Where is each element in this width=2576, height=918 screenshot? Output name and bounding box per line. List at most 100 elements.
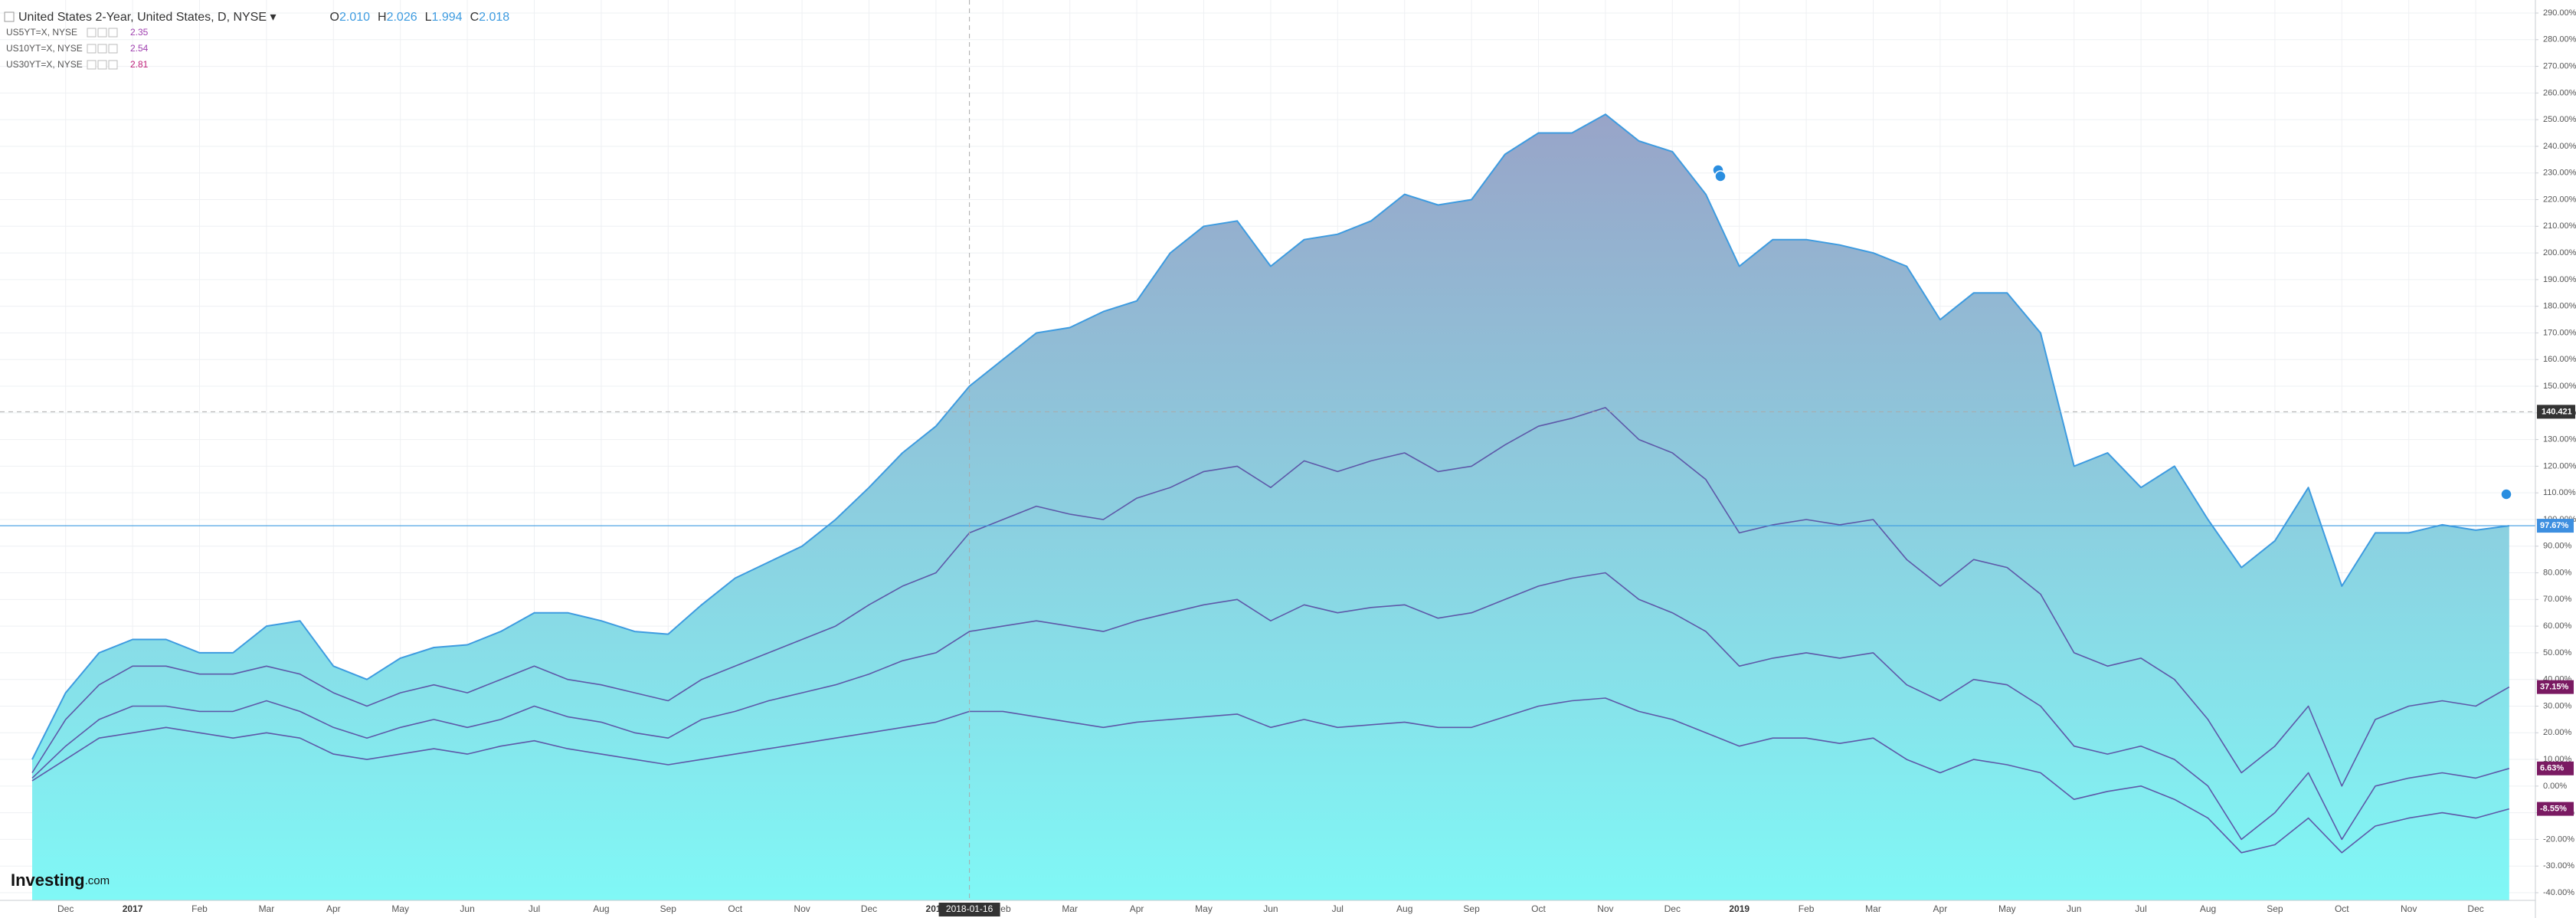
x-tick-label: Oct [2335,903,2349,914]
x-tick-label: Dec [1664,903,1681,914]
y-tick-label: 280.00% [2543,35,2576,44]
event-icon [2500,488,2512,500]
legend-button [108,28,118,38]
end-label: 6.63% [2540,764,2564,773]
y-tick-label: -30.00% [2543,861,2574,870]
x-tick-label: Dec [2467,903,2483,914]
legend-name: US5YT=X, NYSE [6,27,77,38]
x-tick-label: Sep [660,903,677,914]
x-tick-label: Aug [1396,903,1412,914]
x-tick-label: Feb [191,903,208,914]
series-line [31,407,2510,787]
x-tick-label: Jul [529,903,540,914]
header-text: L [425,11,432,24]
y-tick-label: 220.00% [2543,195,2576,204]
end-label: 37.15% [2540,683,2569,692]
x-tick-label: May [391,903,409,914]
y-tick-label: 260.00% [2543,88,2576,97]
y-tick-label: 290.00% [2543,8,2576,18]
header-title: United States 2-Year, United States, D, … [18,11,509,24]
legend-value: 2.35 [130,27,149,38]
x-tick-label: Nov [2401,903,2417,914]
legend-button [87,44,97,54]
event-icon [1714,170,1727,182]
header-text: 2.010 [339,11,370,24]
plot [31,113,2510,901]
x-tick-label: Oct [728,903,742,914]
x-tick-label: Nov [794,903,810,914]
y-tick-label: 60.00% [2543,621,2572,631]
legend-name: US30YT=X, NYSE [6,59,83,70]
end-label: 97.67% [2540,521,2569,530]
y-tick-label: 120.00% [2543,461,2576,470]
crosshair-x-label: 2018-01-16 [946,903,993,914]
crosshair-x-badge [938,903,1000,916]
end-badge [2537,680,2574,694]
y-tick-label: 110.00% [2543,488,2576,497]
end-label: -8.55% [2540,804,2567,813]
legend-button [97,60,107,70]
y-tick-label: 170.00% [2543,328,2576,337]
crosshair-y-label: 140.421 [2542,407,2572,416]
y-tick-label: 20.00% [2543,728,2572,737]
legend-value: 2.81 [130,59,149,70]
x-tick-label: Apr [1933,903,1948,914]
x-tick-label: Mar [1062,903,1078,914]
x-tick-label: Aug [2200,903,2216,914]
y-tick-label: 240.00% [2543,142,2576,151]
legend-name: US10YT=X, NYSE [6,43,83,54]
header-text: H [378,11,387,24]
logo-brand: Investing [11,870,85,890]
y-tick-label: 160.00% [2543,355,2576,364]
x-tick-label: May [1998,903,2016,914]
x-tick-label: Jun [1263,903,1278,914]
y-tick-label: -40.00% [2543,888,2574,897]
x-tick-label: Jul [1332,903,1344,914]
y-tick-label: 190.00% [2543,275,2576,284]
x-tick-label: Sep [1463,903,1480,914]
header-text: 1.994 [432,11,463,24]
x-tick-label: Apr [1130,903,1144,914]
legend-button [108,60,118,70]
y-tick-label: 80.00% [2543,568,2572,577]
y-tick-label: 200.00% [2543,248,2576,257]
header-text: O [330,11,339,24]
collapse-button [4,11,15,22]
logo: Investing.com [11,870,110,890]
y-tick-label: 130.00% [2543,435,2576,444]
legend-button [87,60,97,70]
legend-button [97,28,107,38]
y-tick-label: 270.00% [2543,61,2576,70]
area-line [31,113,2509,760]
legend-value: 2.54 [130,43,149,54]
x-tick-label: Dec [57,903,74,914]
x-tick-label: Feb [1799,903,1815,914]
header-text: C [470,11,480,24]
header-text: 2.026 [387,11,417,24]
end-badge [2537,761,2574,775]
x-tick-label: Nov [1597,903,1613,914]
x-tick-label: 2017 [123,903,143,914]
x-tick-label: Mar [1865,903,1881,914]
x-tick-label: Jun [2067,903,2081,914]
end-badge [2537,802,2574,816]
y-tick-label: 150.00% [2543,382,2576,391]
x-tick-label: May [1195,903,1213,914]
legend-button [108,44,118,54]
y-tick-label: 50.00% [2543,648,2572,657]
legend: United States 2-Year, United States, D, … [4,11,509,70]
x-tick-label: Mar [259,903,275,914]
y-tick-label: 210.00% [2543,221,2576,231]
crosshair-y-badge [2537,405,2575,419]
series-line [31,697,2510,854]
x-tick-label: Jul [2135,903,2146,914]
y-tick-label: 90.00% [2543,542,2572,551]
y-tick-label: 180.00% [2543,302,2576,311]
y-tick-label: 70.00% [2543,595,2572,604]
header-text: United States 2-Year, United States, D, … [18,11,267,24]
y-tick-label: 30.00% [2543,701,2572,710]
y-tick-label: 0.00% [2543,782,2567,791]
y-tick-label: 250.00% [2543,115,2576,124]
